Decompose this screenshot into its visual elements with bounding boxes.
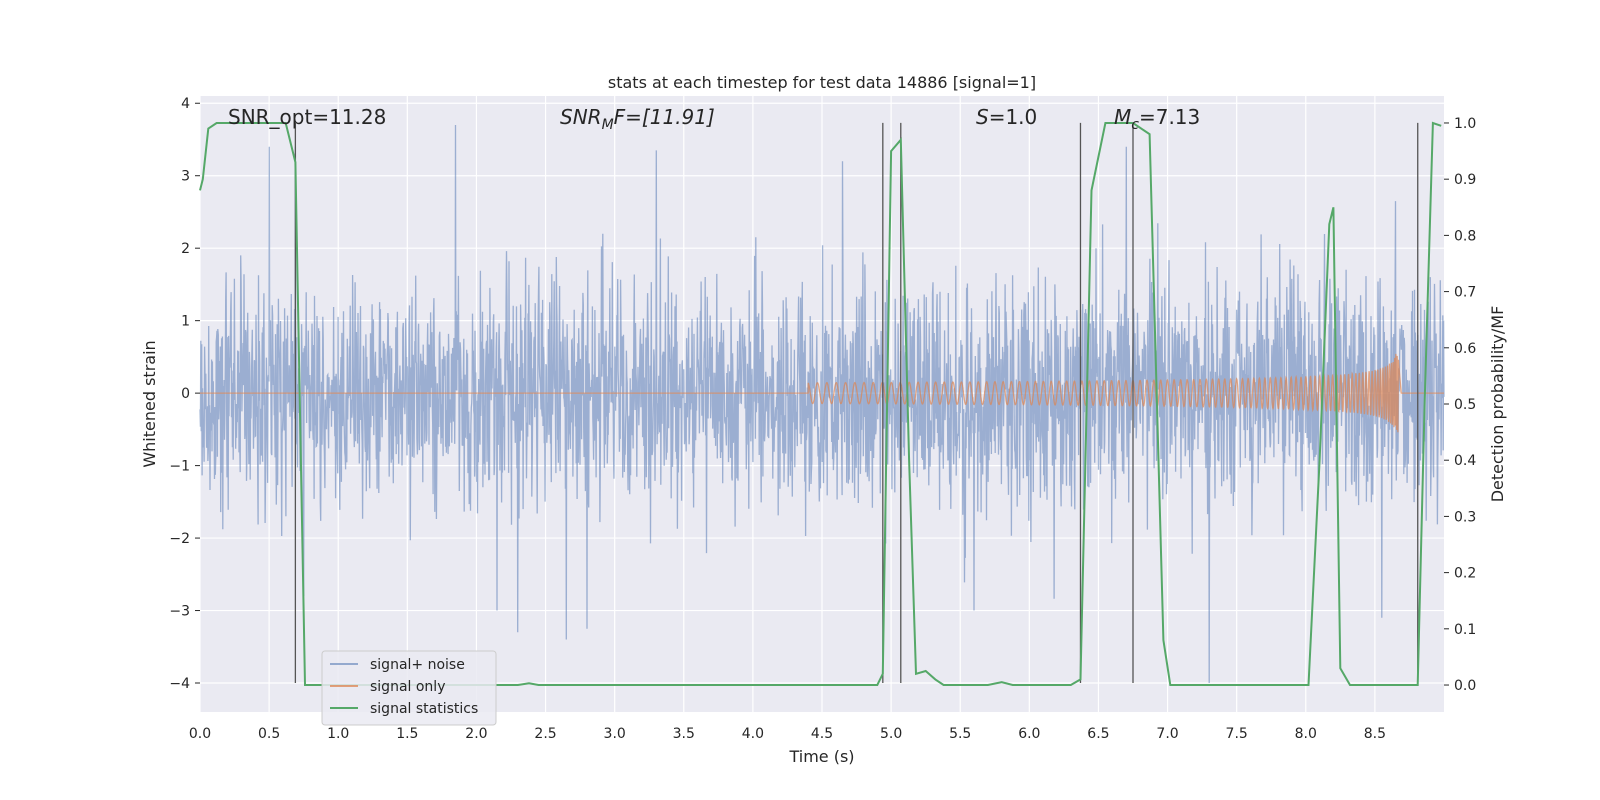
y-tick-label: −4 [169,676,190,692]
y2-axis-label: Detection probability/MF [1488,306,1507,503]
x-tick-label: 2.5 [534,726,556,742]
x-tick-label: 6.0 [1018,726,1040,742]
y2-tick-label: 0.6 [1454,341,1476,357]
x-tick-label: 5.0 [880,726,902,742]
y2-tick-label: 0.8 [1454,228,1476,244]
annotation-s-base: S [976,105,989,129]
x-ticks: 0.0 0.5 1.0 1.5 2.0 2.5 3.0 3.5 4.0 4.5 5.0 5.5 6.0 6… [189,726,1386,742]
y2-tick-label: 0.9 [1454,172,1476,188]
x-tick-label: 0.5 [258,726,280,742]
x-tick-label: 4.5 [811,726,833,742]
y2-tick-label: 0.7 [1454,285,1476,301]
legend: signal+ noise signal only signal statist… [321,650,497,726]
y-right-ticks: 1.0 0.9 0.8 0.7 0.6 0.5 0.4 0.3 0.2 0.1 0.0 [1444,116,1476,694]
series-signal-only [200,353,1444,433]
annotation-mc-sub: c [1131,117,1139,133]
y-axis-label: Whitened strain [140,340,159,467]
x-tick-label: 7.0 [1156,726,1178,742]
line-signal-plus-noise [199,124,1445,684]
x-tick-label: 8.5 [1364,726,1386,742]
legend-label-signal-plus-noise: signal+ noise [370,657,465,673]
x-tick-label: 5.5 [949,726,971,742]
y-left-ticks: 4 3 2 1 0 −1 −2 −3 −4 [169,96,200,692]
x-tick-label: 7.5 [1226,726,1248,742]
annotation-snr-opt: SNR_opt=11.28 [228,105,386,129]
series-signal-plus-noise [199,124,1445,684]
x-tick-label: 1.0 [327,726,349,742]
x-tick-label: 4.0 [742,726,764,742]
chart-title: stats at each timestep for test data 148… [608,73,1036,92]
annotation-snr-mf-base: SNR [560,105,602,129]
annotation-s-rest: =1.0 [989,105,1038,129]
annotation-snr-mf-sub: M [602,117,614,133]
y-tick-label: 4 [181,96,190,112]
y-tick-label: −1 [169,459,190,475]
y2-tick-label: 1.0 [1454,116,1476,132]
y2-tick-label: 0.1 [1454,622,1476,638]
annotation-s: S=1.0 [976,105,1037,129]
legend-box [321,650,497,726]
y-tick-label: −2 [169,531,190,547]
y-tick-label: 3 [181,169,190,185]
y-tick-label: 0 [181,386,190,402]
x-tick-label: 2.0 [465,726,487,742]
x-tick-label: 6.5 [1087,726,1109,742]
x-tick-label: 8.0 [1295,726,1317,742]
annotation-snr-mf: SNRMF=[11.91] [560,105,715,133]
y2-tick-label: 0.5 [1454,397,1476,413]
y-tick-label: −3 [169,604,190,620]
vertical-markers [294,122,1419,684]
x-tick-label: 3.0 [604,726,626,742]
y2-tick-label: 0.3 [1454,509,1476,525]
annotation-snr-mf-rest: F=[11.91] [614,105,715,129]
x-tick-label: 0.0 [189,726,211,742]
x-tick-label: 3.5 [673,726,695,742]
y-tick-label: 2 [181,241,190,257]
line-signal-only [200,353,1444,433]
x-tick-label: 1.5 [396,726,418,742]
annotation-mc-base: M [1114,105,1131,129]
annotation-mc-rest: =7.13 [1139,105,1200,129]
x-axis-label: Time (s) [788,747,854,766]
y2-tick-label: 0.4 [1454,453,1476,469]
legend-label-signal-statistics: signal statistics [370,701,478,717]
annotation-mc: Mc=7.13 [1114,105,1200,133]
y2-tick-label: 0.0 [1454,678,1476,694]
y-tick-label: 1 [181,314,190,330]
legend-label-signal-only: signal only [370,679,445,695]
y2-tick-label: 0.2 [1454,566,1476,582]
